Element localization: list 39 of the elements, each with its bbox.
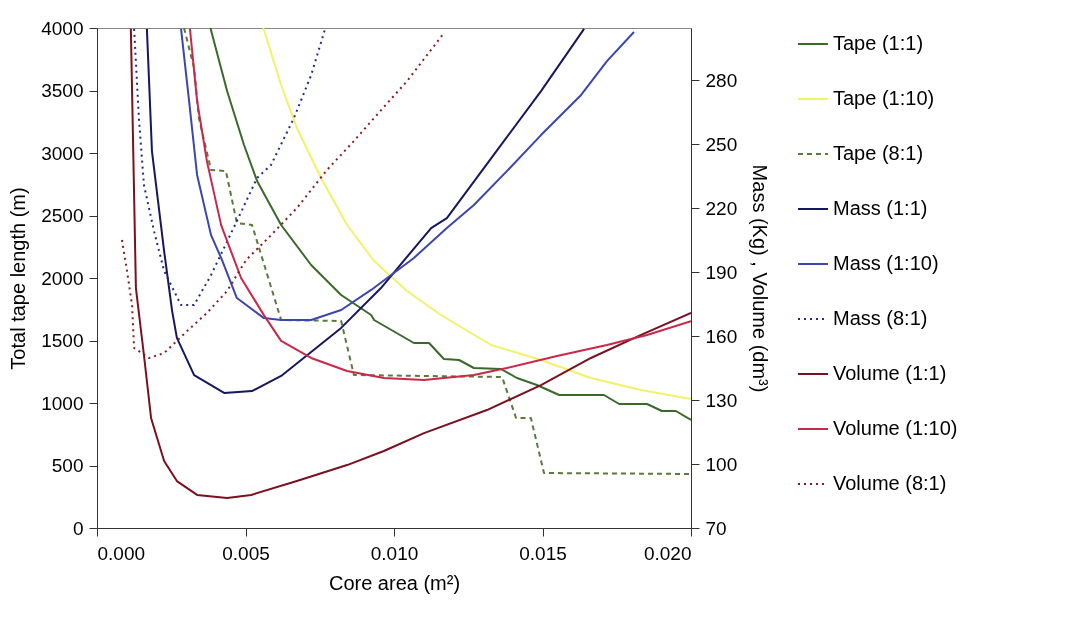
y2-tick-label: 280 [705,69,738,91]
legend-label: Mass (1:1) [833,197,928,219]
legend-label: Tape (1:1) [833,32,924,54]
x-tick-label: 0.015 [519,542,567,564]
y-tick-label: 1500 [41,330,84,351]
line-series [133,28,327,307]
y-axis-title: Total tape length (m) [7,187,30,370]
legend-label: Mass (8:1) [833,307,928,329]
x-axis-title: Core area (m²) [328,571,461,594]
y-tick-label: 2000 [41,267,84,289]
y-tick-label: 2500 [41,205,84,226]
y2-tick-label: 100 [705,453,738,475]
legend-label: Volume (1:1) [833,362,947,384]
x-tick-label: 0.010 [370,542,419,564]
y-tick-label: 4000 [41,17,84,39]
y-tick-label: 0 [72,517,84,539]
line-series [145,28,586,394]
y2-tick-label: 70 [705,517,727,539]
y2-tick-label: 190 [705,261,738,283]
line-series [262,28,691,400]
x-tick-label: 0.005 [222,542,270,564]
legend-label: Volume (8:1) [833,472,947,494]
y2-tick-label: 130 [705,389,738,411]
line-series [120,32,445,359]
y-tick-label: 3500 [41,80,84,101]
x-tick-label: 0.020 [643,542,692,564]
y-tick-label: 1000 [41,392,84,414]
y2-tick-label: 250 [705,133,738,155]
legend-label: Mass (1:10) [833,252,939,274]
y-tick-label: 500 [51,455,84,476]
legend-label: Tape (8:1) [833,142,924,164]
x-tick-label: 0.000 [97,542,146,564]
y2-axis-title: Mass (Kg) , Volume (dm³) [749,164,772,393]
y2-tick-label: 160 [705,325,738,347]
legend-label: Volume (1:10) [833,417,958,439]
legend-label: Tape (1:10) [833,87,935,109]
line-series [180,28,635,322]
y2-tick-label: 220 [705,197,738,219]
y-tick-label: 3000 [41,142,84,164]
